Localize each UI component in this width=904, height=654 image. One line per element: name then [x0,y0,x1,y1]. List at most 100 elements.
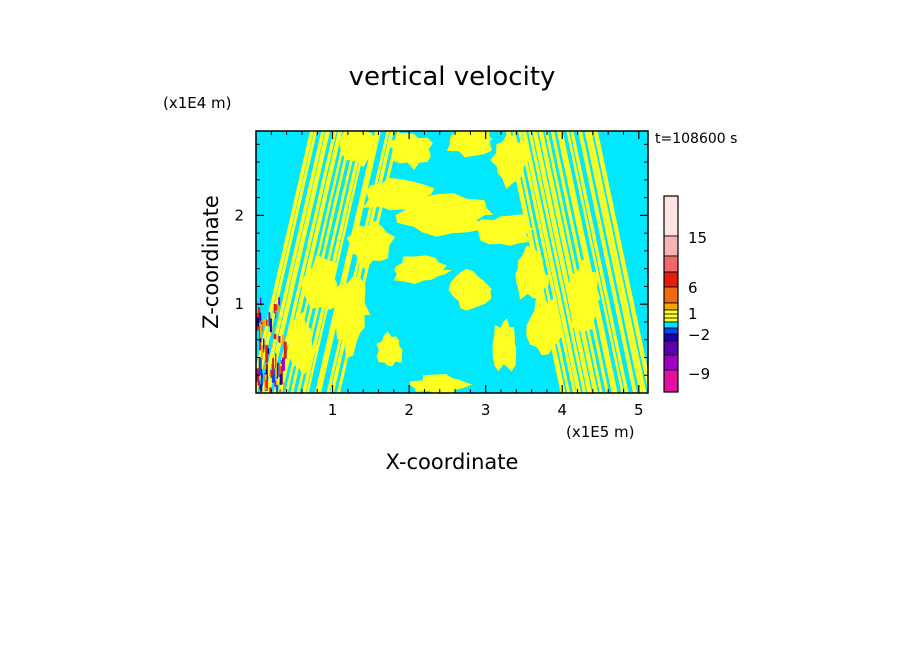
contour-speckle [271,342,273,348]
contour-speckle [272,357,275,375]
y-axis-ticks: 12 [234,143,648,376]
contour-stripe [306,131,369,393]
contour-region [346,221,396,270]
contour-stripe [584,131,643,393]
contour-region [447,131,494,158]
contour-speckle [277,304,279,313]
x-tick-label: 3 [481,401,491,419]
contour-speckle [265,364,268,380]
chart-title: vertical velocity [349,62,556,92]
contour-speckle [268,312,271,327]
colorbar-tick-label: 1 [688,305,698,323]
contour-speckle [260,297,262,306]
contour-speckle [257,307,261,321]
contour-stripe [528,131,587,393]
contour-speckle [261,368,263,378]
contour-speckle [282,357,285,371]
contour-speckle [267,348,270,355]
x-axis-ticks: 1 2 3 4 5 [270,131,644,419]
contour-stripe [261,131,325,393]
contour-speckle [281,334,285,345]
contour-speckle [258,380,261,390]
colorbar-level [663,340,679,356]
contour-region [287,311,318,376]
contour-stripe [521,131,582,393]
contour-region [395,193,494,237]
contour-speckle [259,341,262,351]
colorbar-level [663,333,679,342]
contour-stripe [578,131,638,393]
contour-speckle [272,327,275,333]
contour-stripe [301,131,366,393]
contour-region [301,254,338,310]
contour-speckle [269,387,272,393]
contour-speckle [269,318,272,333]
contour-stripe [570,131,629,393]
contour-speckle [264,364,267,370]
contour-speckles [256,297,287,393]
colorbar-level [663,321,679,329]
colorbar-level [663,271,679,288]
contour-speckle [263,338,265,350]
contour-speckle [273,333,277,340]
x-axis-label: X-coordinate [386,450,519,474]
contour-speckle [275,353,277,369]
colorbar-level [663,369,679,393]
colorbar-level [663,327,679,335]
colorbar-level [663,255,679,273]
time-label: t=108600 s [655,131,737,147]
contour-stripe [559,131,618,393]
contour-stripe [518,131,577,393]
colorbar-level [663,195,679,237]
contour-blobs [287,131,601,393]
colorbar-tick-label: 15 [688,229,707,247]
contour-stripe [265,131,331,393]
contour-speckle [275,312,277,319]
x-tick-label: 2 [404,401,414,419]
contour-speckle [283,382,285,390]
contour-speckle [272,368,275,383]
colorbar-level [663,235,679,257]
contour-speckle [261,345,263,361]
y-axis-label: Z-coordinate [199,195,223,329]
y-tick-label: 2 [234,206,244,224]
contour-region [386,132,433,170]
colorbar-frame [663,195,679,393]
contour-speckle [278,336,281,343]
contour-region [448,268,493,311]
contour-region [526,296,563,356]
contour-region [490,134,531,190]
contour-stripe [317,131,381,393]
contour-field [256,131,648,393]
contour-speckle [274,304,278,311]
contour-speckle [275,361,277,378]
contour-region [515,245,549,300]
contour-speckle [279,388,282,393]
contour-speckle [275,380,278,390]
contour-speckle [266,319,268,326]
y-unit-label: (x1E4 m) [163,94,232,112]
contour-region [409,374,474,393]
contour-speckle [270,369,273,378]
contour-speckle [278,297,281,306]
contour-region [492,318,517,372]
x-unit-label: (x1E5 m) [566,423,635,441]
x-tick-label: 5 [634,401,644,419]
contour-speckle [259,324,263,338]
colorbar-tick-label: −9 [688,365,710,383]
contour-speckle [258,357,262,376]
contour-speckle [274,380,276,387]
contour-speckle [265,379,268,388]
contour-region [568,259,601,335]
contour-speckle [273,304,276,314]
contour-region [376,331,403,367]
plot-frame [255,130,649,394]
contour-speckle [276,362,278,379]
x-tick-label: 4 [557,401,567,419]
contour-speckle [260,384,263,392]
contour-speckle [279,374,283,385]
colorbar-labels: 15 6 1 −2 −9 [688,229,710,383]
colorbar-level [663,354,679,371]
colorbar-level [663,286,679,304]
contour-stripe [587,131,647,393]
